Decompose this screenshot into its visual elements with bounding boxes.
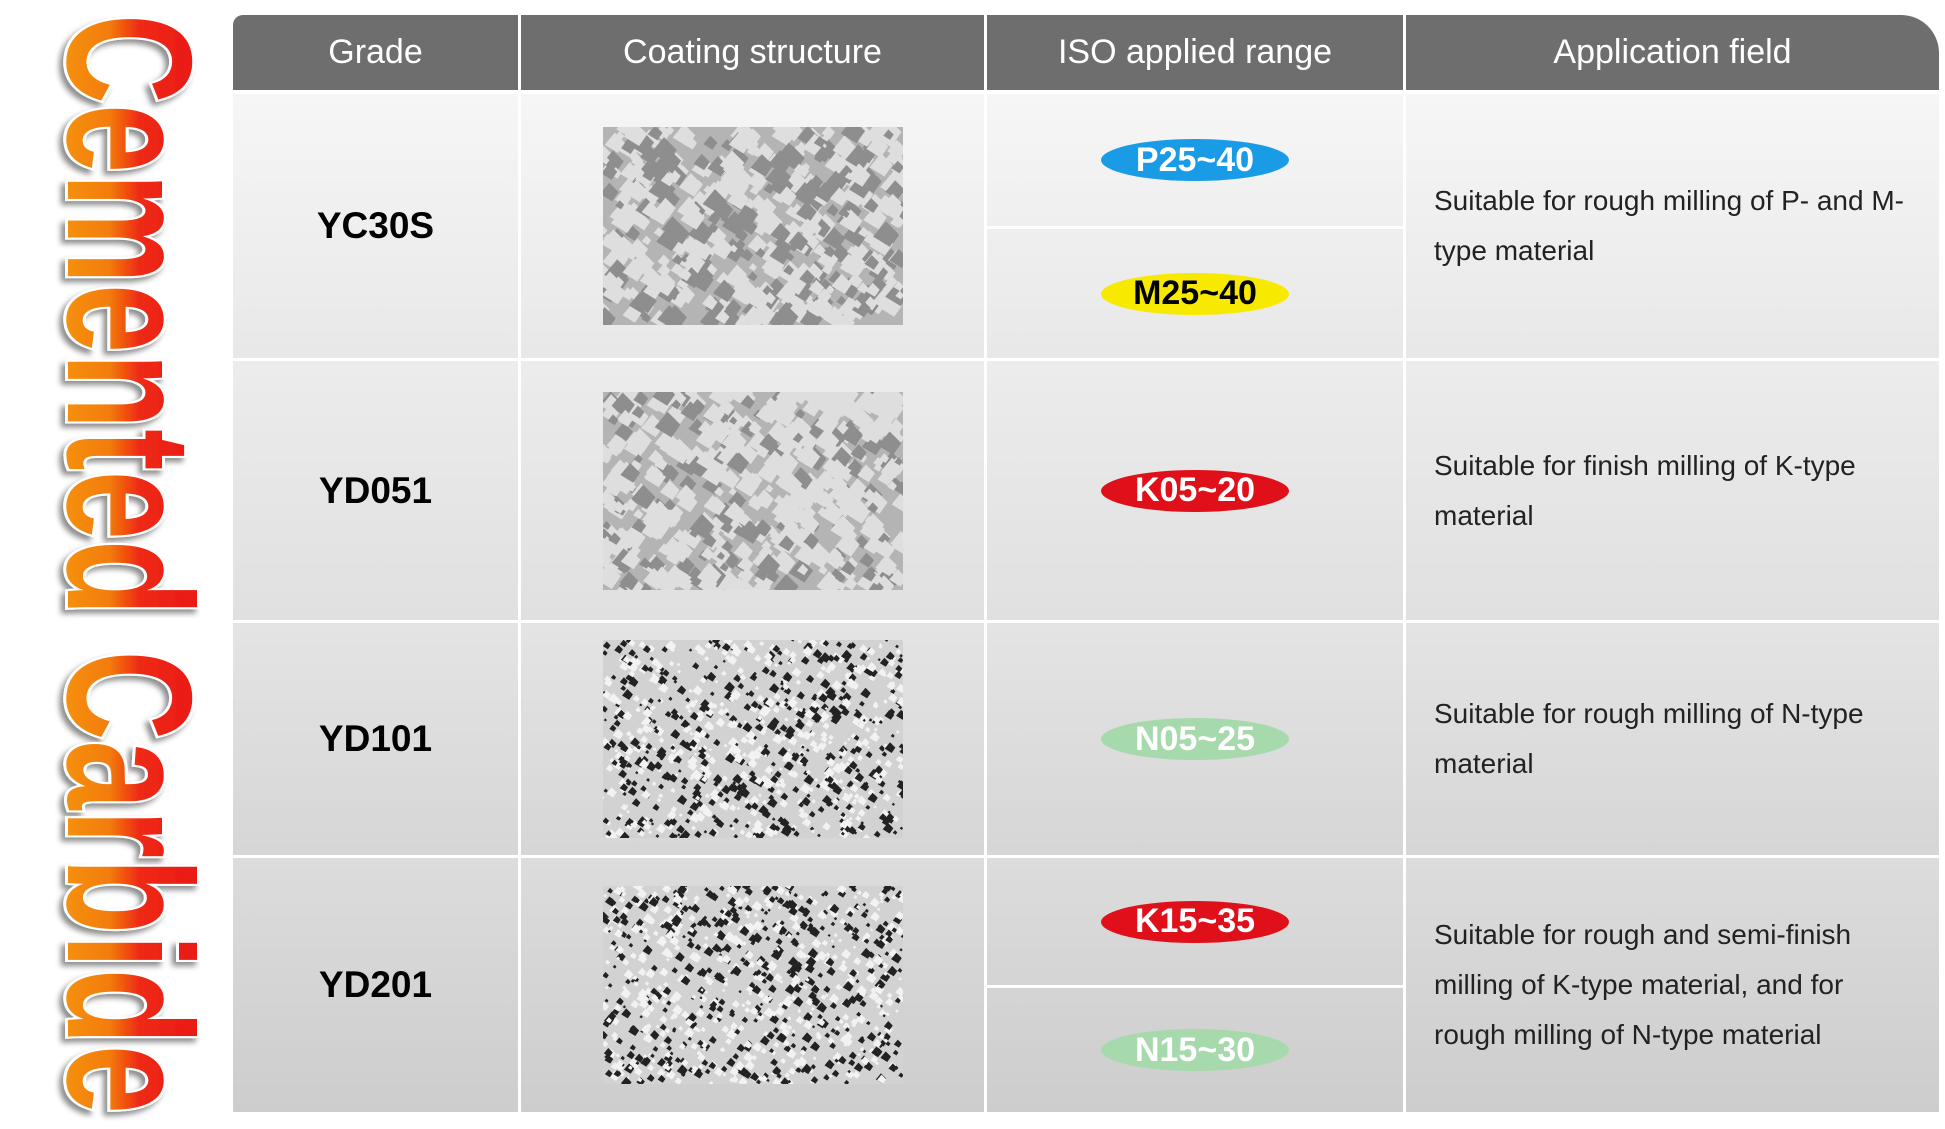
application-cell: Suitable for finish milling of K-type ma… [1406, 361, 1939, 620]
grade-cell: YD201 [233, 858, 518, 1112]
side-title: Cemented Carbide [27, 11, 200, 1117]
iso-badge: K15~35 [1101, 900, 1289, 943]
iso-subcell: K15~35 [987, 858, 1403, 985]
grade-cell: YD051 [233, 361, 518, 620]
vertical-title: Cemented Carbide [30, 14, 200, 1114]
header-cell: ISO applied range [987, 15, 1403, 90]
header-cell: Grade [233, 15, 518, 90]
iso-cell: P25~40 M25~40 [987, 94, 1403, 358]
iso-badge: P25~40 [1101, 139, 1289, 181]
iso-subcell: N05~25 [987, 623, 1403, 855]
iso-cell: K15~35 N15~30 [987, 858, 1403, 1112]
structure-cell [521, 361, 984, 620]
grade-cell: YC30S [233, 94, 518, 358]
header-cell: Coating structure [521, 15, 984, 90]
iso-badge: K05~20 [1101, 469, 1289, 512]
application-cell: Suitable for rough and semi-finish milli… [1406, 858, 1939, 1112]
iso-badge: M25~40 [1101, 272, 1289, 315]
micrograph [602, 886, 903, 1084]
structure-cell [521, 94, 984, 358]
iso-badge: N05~25 [1101, 718, 1289, 760]
micrograph [602, 391, 903, 590]
micrograph [602, 127, 903, 325]
micrograph [602, 640, 903, 838]
iso-badge: N15~30 [1101, 1029, 1289, 1071]
grade-cell: YD101 [233, 623, 518, 855]
application-cell: Suitable for rough milling of P- and M-t… [1406, 94, 1939, 358]
iso-subcell: P25~40 [987, 94, 1403, 226]
application-cell: Suitable for rough milling of N-type mat… [1406, 623, 1939, 855]
header-cell: Application field [1406, 15, 1939, 90]
iso-subcell: K05~20 [987, 361, 1403, 620]
iso-subcell: N15~30 [987, 985, 1403, 1112]
iso-cell: N05~25 [987, 623, 1403, 855]
iso-cell: K05~20 [987, 361, 1403, 620]
iso-subcell: M25~40 [987, 226, 1403, 358]
structure-cell [521, 858, 984, 1112]
structure-cell [521, 623, 984, 855]
